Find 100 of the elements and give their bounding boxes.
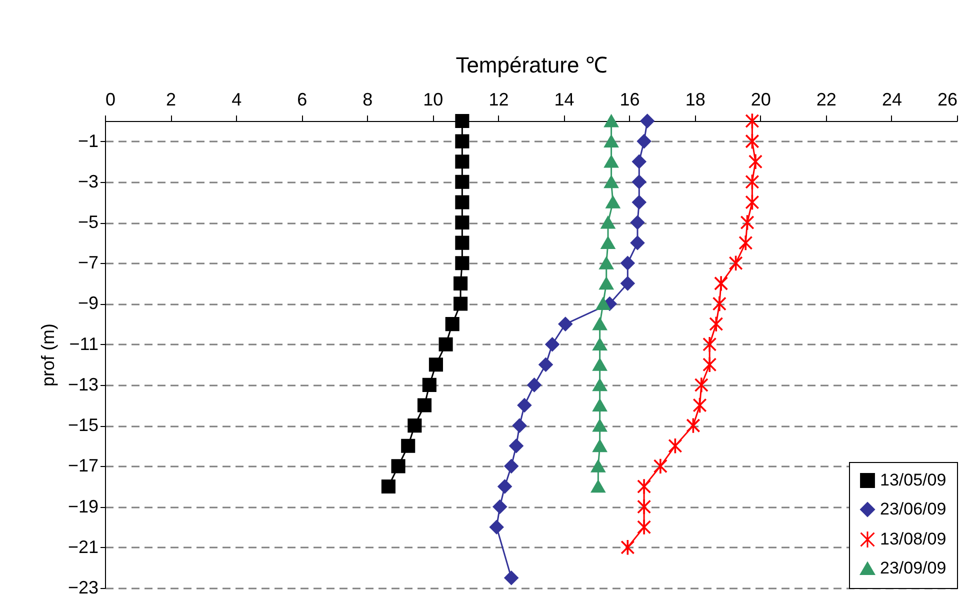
point (455, 134, 470, 148)
y-tick-label: −9 (78, 293, 98, 314)
point (632, 174, 646, 189)
point (748, 153, 762, 170)
x-tick-label: 24 (882, 90, 902, 110)
point (558, 317, 572, 332)
point (490, 520, 504, 534)
y-tick-label: −17 (68, 456, 98, 476)
x-tick-label: 22 (816, 90, 836, 110)
x-tick-label: 18 (685, 90, 706, 110)
point (632, 154, 646, 169)
point (417, 398, 432, 412)
point (686, 417, 700, 434)
point (509, 438, 524, 453)
x-tick-label: 10 (423, 90, 444, 110)
point (620, 539, 635, 556)
point (745, 194, 760, 210)
x-tick-label: 8 (362, 90, 373, 110)
y-tick-label: −7 (78, 252, 98, 273)
point (637, 478, 652, 495)
y-tick-label: −5 (78, 212, 98, 232)
point (592, 419, 607, 432)
point (745, 174, 760, 190)
point (512, 418, 527, 433)
point (620, 276, 635, 290)
point (604, 176, 618, 188)
point (702, 356, 717, 373)
y-tick-label: −15 (68, 415, 98, 436)
point (604, 135, 618, 148)
point (606, 196, 620, 208)
point (401, 438, 416, 453)
point (745, 112, 760, 130)
point (591, 480, 606, 493)
point (728, 254, 743, 272)
point (527, 378, 542, 392)
point (591, 460, 606, 472)
point (745, 133, 760, 150)
y-tick-label: −23 (68, 578, 98, 596)
legend-label: 13/05/09 (880, 470, 946, 490)
point (538, 358, 553, 372)
point (455, 174, 470, 189)
x-tick-label: 0 (106, 90, 116, 110)
point (438, 337, 453, 352)
point (492, 500, 507, 514)
x-tick-label: 20 (750, 90, 771, 110)
point (454, 296, 468, 311)
point (668, 438, 682, 454)
point (632, 195, 646, 210)
x-tick-label: 2 (166, 90, 176, 110)
point (740, 214, 754, 231)
point (498, 479, 512, 494)
point (604, 114, 618, 128)
x-tick-label: 14 (554, 90, 574, 110)
point (604, 155, 618, 168)
legend-label: 23/06/09 (880, 500, 946, 518)
point (545, 337, 560, 352)
x-tick-label: 16 (620, 90, 640, 110)
point (702, 336, 717, 353)
point (630, 236, 645, 250)
point (600, 236, 616, 250)
point (445, 317, 460, 332)
point (592, 399, 607, 412)
point (504, 570, 518, 585)
point (714, 275, 728, 292)
x-tick-label: 12 (488, 90, 509, 110)
x-axis-title: Température ℃ (456, 52, 608, 78)
point (454, 276, 468, 290)
point (422, 378, 436, 392)
legend-label: 23/09/09 (880, 558, 946, 578)
y-tick-label: −21 (68, 536, 98, 557)
point (455, 195, 470, 210)
x-tick-label: 6 (297, 90, 308, 110)
point (738, 234, 753, 252)
x-tick-label: 26 (937, 90, 958, 110)
point (620, 256, 635, 270)
point (455, 216, 470, 230)
y-tick-label: −19 (68, 496, 98, 516)
point (653, 458, 668, 474)
y-tick-label: −13 (68, 374, 98, 394)
point (592, 318, 607, 330)
point (599, 277, 614, 290)
point (517, 398, 532, 412)
point (599, 256, 614, 270)
point (455, 236, 470, 250)
point (640, 114, 654, 128)
point (637, 518, 652, 536)
point (428, 358, 443, 372)
point (692, 397, 707, 414)
point (391, 459, 406, 474)
y-axis-title: prof (m) (38, 324, 58, 386)
x-tick-label: 4 (232, 90, 242, 110)
point (637, 498, 652, 516)
point (630, 216, 645, 230)
y-tick-label: −11 (69, 334, 98, 354)
point (592, 440, 607, 452)
point (504, 459, 518, 474)
point (596, 298, 610, 310)
point (592, 378, 607, 392)
point (709, 316, 724, 332)
point (455, 256, 470, 270)
